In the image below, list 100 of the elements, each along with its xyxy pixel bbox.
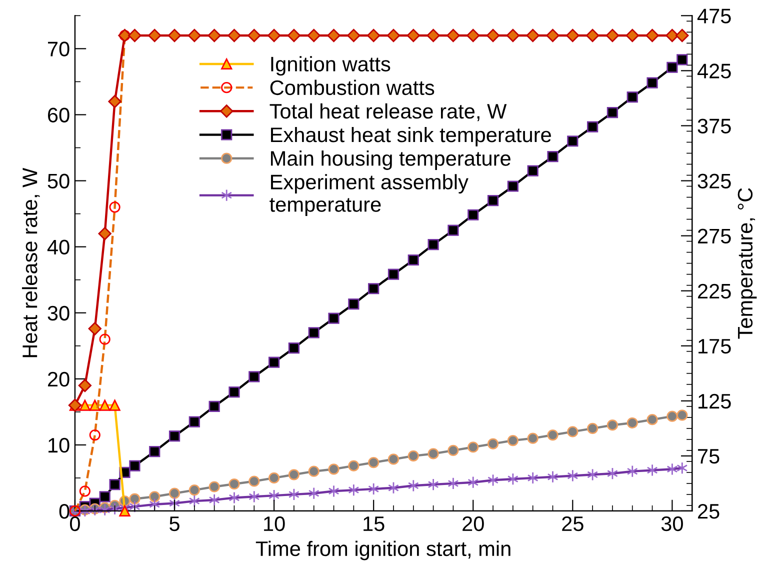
point <box>388 454 400 465</box>
point <box>228 478 240 490</box>
point <box>606 106 618 118</box>
point <box>587 422 598 434</box>
point <box>308 466 320 477</box>
point <box>468 209 479 220</box>
x-tick-label: 15 <box>364 516 384 532</box>
point <box>606 420 618 431</box>
point <box>248 371 260 382</box>
point <box>268 356 280 368</box>
x-tick-label: 20 <box>462 516 484 532</box>
point <box>566 28 580 42</box>
point <box>328 312 340 324</box>
point <box>676 410 688 421</box>
point <box>546 28 560 42</box>
point <box>248 28 261 42</box>
point <box>408 254 419 266</box>
point <box>79 400 90 411</box>
y2-tick-label: 375 <box>698 118 731 134</box>
point <box>468 442 479 453</box>
point <box>149 446 160 458</box>
legend-label: Experiment assembly temperature <box>270 174 468 216</box>
point <box>248 476 260 487</box>
point <box>646 77 658 88</box>
point <box>188 484 200 496</box>
point <box>288 469 300 480</box>
legend-label: Combustion watts <box>270 80 434 96</box>
point <box>408 450 419 462</box>
point <box>446 28 460 42</box>
legend-label: Total heat release rate, W <box>270 103 507 122</box>
point <box>347 28 360 42</box>
point <box>288 342 300 354</box>
y-axis-title: Heat release rate, W <box>22 168 40 358</box>
point <box>307 28 320 42</box>
y-tick-label: 10 <box>48 438 70 453</box>
point <box>426 28 440 42</box>
point <box>487 195 499 206</box>
y2-tick-label: 475 <box>697 8 731 24</box>
point <box>506 28 520 42</box>
point <box>676 54 688 66</box>
point <box>646 414 658 426</box>
point <box>128 28 142 42</box>
legend-label: Exhaust heat sink temperature <box>271 126 551 146</box>
point <box>109 400 120 411</box>
point <box>119 505 130 517</box>
point <box>676 28 689 42</box>
point <box>646 28 659 42</box>
point <box>228 386 240 398</box>
point <box>328 464 340 475</box>
point <box>527 432 538 444</box>
point <box>208 400 220 412</box>
point <box>368 283 380 294</box>
point <box>368 456 380 468</box>
point <box>428 448 439 460</box>
point <box>567 136 578 147</box>
y2-tick-label: 425 <box>697 64 731 78</box>
point <box>348 460 360 472</box>
point <box>99 491 110 502</box>
point <box>268 472 280 484</box>
point <box>606 28 620 42</box>
point <box>188 416 200 428</box>
point <box>98 227 112 240</box>
point <box>327 28 340 42</box>
point <box>586 28 600 42</box>
point <box>626 28 639 42</box>
point <box>626 417 638 428</box>
y2-tick-label: 75 <box>698 449 720 464</box>
point <box>228 28 241 42</box>
x-tick-label: 0 <box>70 516 80 532</box>
y-tick-label: 70 <box>48 42 70 56</box>
x-tick-label: 25 <box>562 516 584 532</box>
y2-tick-label: 25 <box>698 504 720 519</box>
point <box>666 62 678 73</box>
x-tick-label: 30 <box>661 516 683 532</box>
point <box>78 378 92 392</box>
y2-axis-title: Temperature, °C <box>738 188 757 339</box>
point <box>507 180 518 192</box>
y2-tick-label: 125 <box>698 394 731 409</box>
point <box>168 28 182 42</box>
y-tick-label: 60 <box>48 108 70 122</box>
point <box>267 28 281 42</box>
point <box>88 322 102 336</box>
point <box>547 150 558 162</box>
point <box>168 430 180 442</box>
point <box>507 434 518 446</box>
point <box>567 426 578 438</box>
point <box>448 224 459 236</box>
point <box>666 28 679 42</box>
point <box>208 28 221 42</box>
y-tick-label: 0 <box>59 504 70 519</box>
point <box>526 28 540 42</box>
point <box>666 410 678 422</box>
point <box>168 488 180 499</box>
y-tick-label: 30 <box>48 306 70 321</box>
point <box>188 28 202 42</box>
y-tick-label: 50 <box>48 174 70 189</box>
y2-tick-label: 175 <box>698 339 731 354</box>
legend-label: Ignition watts <box>271 56 390 76</box>
legend-label: Main housing temperature <box>271 150 510 170</box>
point <box>109 478 120 490</box>
